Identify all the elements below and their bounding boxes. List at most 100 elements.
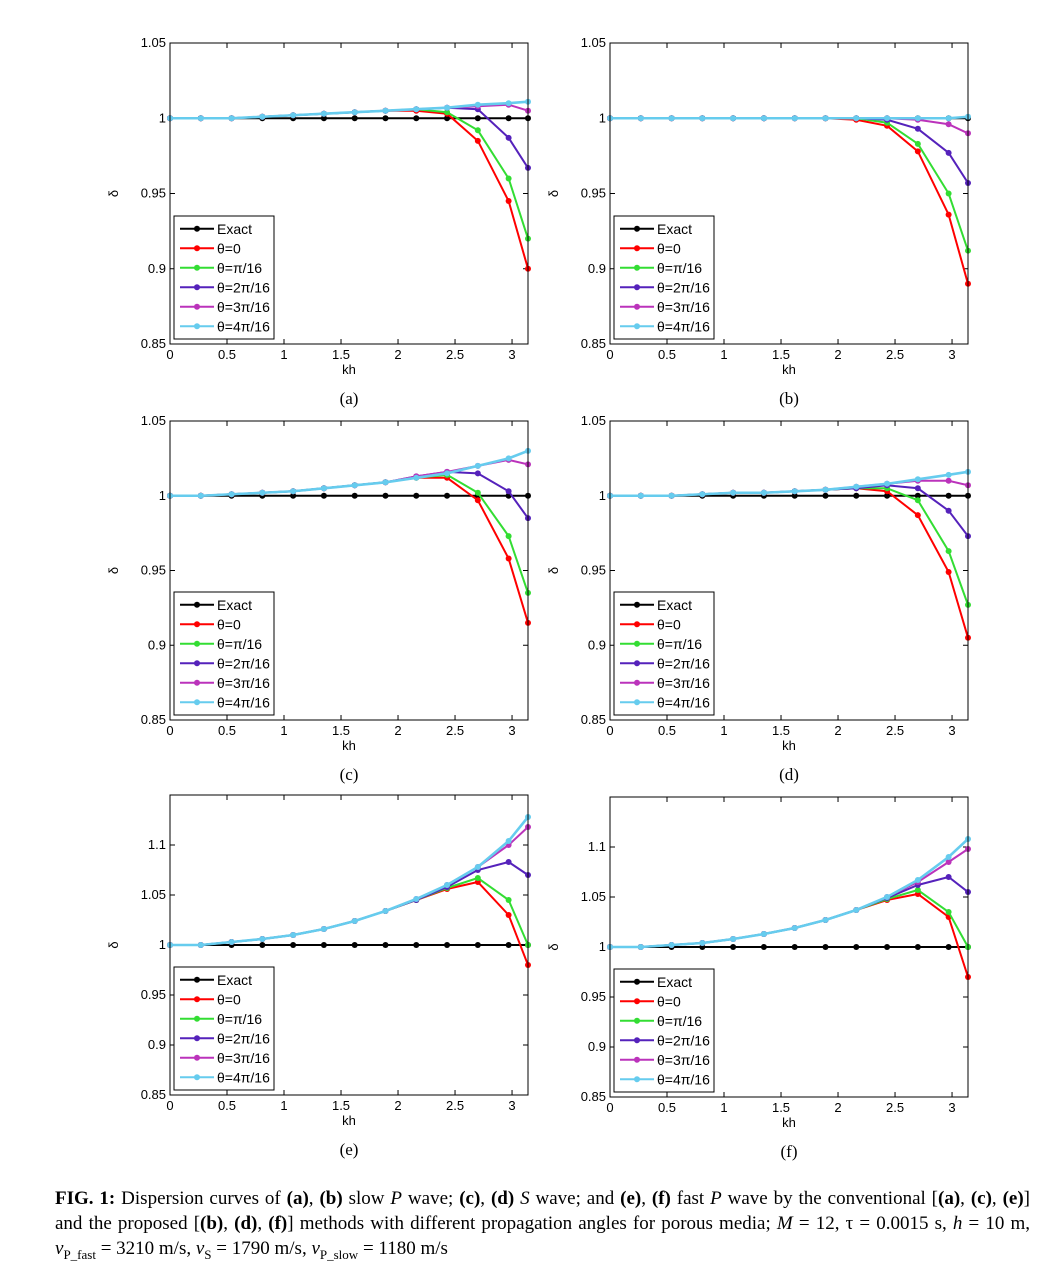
- axes-frame: [169, 42, 529, 345]
- legend-box: [613, 591, 715, 716]
- axes-frame: [609, 420, 969, 721]
- marker: [668, 942, 675, 948]
- marker: [474, 497, 481, 504]
- caption-text: (b): [200, 1213, 224, 1234]
- marker: [884, 480, 891, 487]
- marker: [914, 887, 921, 893]
- caption-text: = 3210 m/s,: [95, 1238, 196, 1259]
- legend-box: [173, 215, 275, 340]
- legend-label: Exact: [217, 597, 252, 613]
- marker: [320, 115, 327, 122]
- legend-marker: [194, 699, 200, 706]
- marker: [637, 492, 644, 499]
- y-tick-label: 1: [159, 110, 166, 125]
- x-tick-label: 1.5: [332, 347, 350, 362]
- legend-label: θ=3π/16: [657, 1052, 710, 1068]
- marker: [505, 455, 512, 462]
- marker: [822, 486, 829, 493]
- legend-box: [613, 215, 715, 340]
- legend-label: θ=4π/16: [217, 694, 270, 710]
- axes-frame: [169, 420, 529, 721]
- y-tick-label: 0.9: [148, 1037, 166, 1052]
- x-tick-label: 2.5: [446, 723, 464, 738]
- marker: [730, 944, 737, 950]
- legend-label: θ=3π/16: [217, 675, 270, 691]
- y-tick-label: 1.1: [588, 839, 606, 854]
- chart: 0.85 0.9 0.95 1 1.05 1.1 0 0.5 1 1.5 2 2.5 3 kh δ (e) Ex…: [106, 794, 531, 1159]
- legend: Exact θ=0 θ=π/16 θ=2π/16 θ=3π/16 θ=4π/16: [173, 966, 275, 1091]
- legend-label: Exact: [657, 597, 692, 613]
- marker: [413, 896, 420, 902]
- marker: [474, 462, 481, 469]
- y-axis-label: δ: [106, 567, 121, 574]
- x-axis-label: kh: [782, 1115, 796, 1130]
- y-tick-label: 1: [159, 937, 166, 952]
- marker: [505, 838, 512, 844]
- caption-text: = 1180 m/s: [358, 1238, 448, 1259]
- legend-marker: [634, 1076, 640, 1083]
- marker: [945, 507, 952, 514]
- axes-frame: [169, 794, 529, 1096]
- caption-text: ] and the proposed [: [55, 1188, 1030, 1234]
- marker: [228, 491, 235, 498]
- y-tick-label: 0.9: [588, 1039, 606, 1054]
- x-axis-label: kh: [782, 362, 796, 377]
- y-tick-label: 1.05: [141, 887, 166, 902]
- legend-label: θ=0: [217, 616, 241, 632]
- legend-marker: [634, 1017, 640, 1024]
- marker: [351, 918, 358, 924]
- marker: [197, 492, 204, 499]
- legend-marker: [194, 303, 200, 310]
- marker: [914, 148, 921, 155]
- x-tick-label: 0.5: [658, 1100, 676, 1115]
- legend: Exact θ=0 θ=π/16 θ=2π/16 θ=3π/16 θ=4π/16: [613, 215, 715, 340]
- caption-text: v: [55, 1238, 64, 1259]
- legend-marker: [194, 1035, 200, 1042]
- marker: [945, 548, 952, 555]
- chart: 0.85 0.9 0.95 1 1.05 0 0.5 1 1.5 2 2.5 3 kh δ (d) Exact…: [546, 413, 971, 784]
- marker: [791, 488, 798, 495]
- caption-text: P: [710, 1188, 722, 1209]
- marker: [668, 115, 675, 122]
- y-axis-label: δ: [546, 190, 561, 197]
- marker: [505, 897, 512, 903]
- marker: [699, 491, 706, 498]
- marker: [382, 107, 389, 114]
- caption-text: (c): [970, 1188, 992, 1209]
- marker: [945, 492, 952, 499]
- marker: [320, 110, 327, 117]
- x-tick-label: 3: [508, 723, 515, 738]
- legend: Exact θ=0 θ=π/16 θ=2π/16 θ=3π/16 θ=4π/16: [173, 215, 275, 340]
- chart: 0.85 0.9 0.95 1 1.05 0 0.5 1 1.5 2 2.5 3 kh δ (b) Exact…: [546, 35, 971, 408]
- marker: [382, 942, 389, 948]
- legend-box: [173, 591, 275, 716]
- caption-text: ,: [308, 1188, 320, 1209]
- marker: [413, 492, 420, 499]
- figure: 0.85 0.9 0.95 1 1.05 0 0.5 1 1.5 2 2.5 3 kh δ (a) Exact…: [106, 35, 971, 1161]
- marker: [853, 944, 860, 950]
- marker: [228, 115, 235, 122]
- legend-marker: [194, 660, 200, 667]
- caption-text: (d): [234, 1213, 258, 1234]
- y-tick-label: 0.85: [141, 336, 166, 351]
- subfigure-label: (c): [340, 765, 359, 784]
- legend-marker: [634, 699, 640, 706]
- marker: [505, 942, 512, 948]
- x-tick-label: 1: [280, 1098, 287, 1113]
- legend-label: θ=0: [657, 240, 681, 256]
- marker: [945, 909, 952, 915]
- marker: [382, 908, 389, 914]
- marker: [699, 115, 706, 122]
- x-tick-label: 0.5: [658, 347, 676, 362]
- y-tick-label: 1.05: [581, 889, 606, 904]
- y-tick-label: 1: [599, 110, 606, 125]
- legend-label: θ=2π/16: [217, 655, 270, 671]
- caption-text: Dispersion curves of: [115, 1188, 287, 1209]
- caption-text: (e): [620, 1188, 642, 1209]
- marker: [791, 925, 798, 931]
- marker: [914, 492, 921, 499]
- marker: [505, 115, 512, 122]
- legend-label: θ=2π/16: [657, 1032, 710, 1048]
- x-tick-label: 1.5: [772, 1100, 790, 1115]
- caption-text: v: [311, 1238, 320, 1259]
